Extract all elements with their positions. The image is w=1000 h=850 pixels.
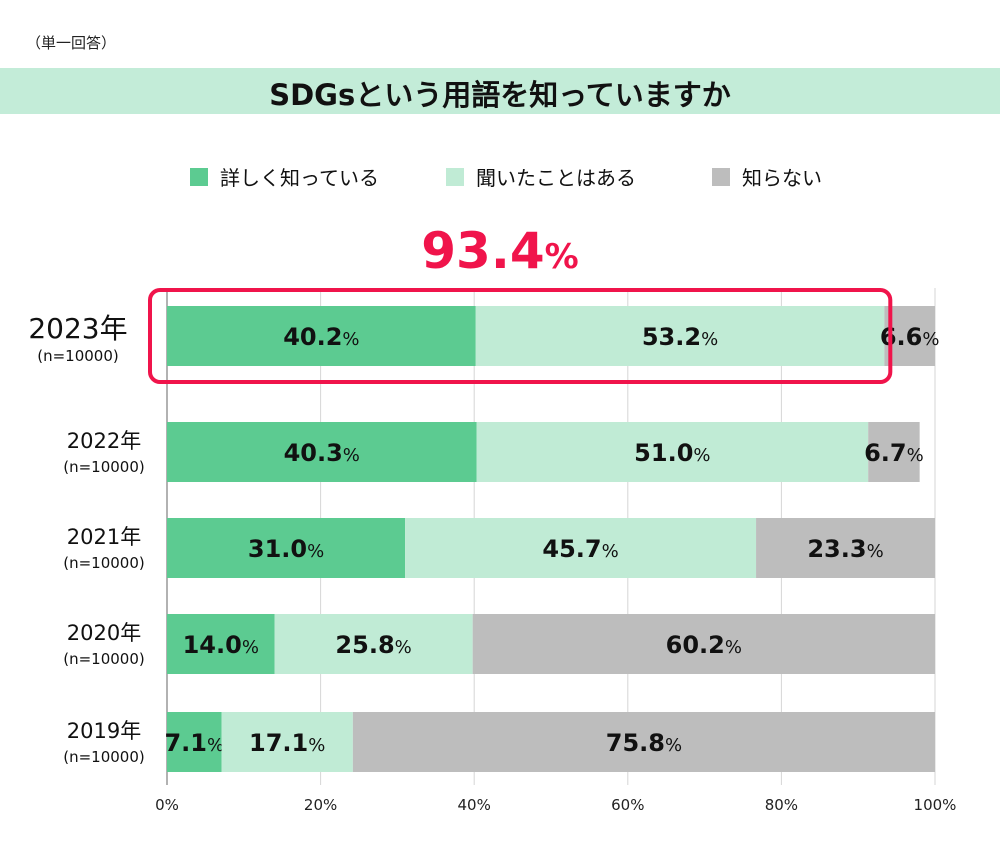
bar-segment [476,422,869,482]
data-label: 7.1% [164,729,224,757]
x-tick-label: 20% [304,796,337,814]
x-tick-label: 40% [458,796,491,814]
category-label: 2023年 [28,312,127,345]
bar-segment [405,518,757,578]
data-label: 6.6% [880,323,940,351]
bar-segment [167,518,406,578]
bar-segment [274,614,473,674]
legend-item-detailed: 詳しく知っている [190,162,379,191]
legend-label: 聞いたことはある [476,166,636,190]
x-tick-label: 100% [914,796,957,814]
legend-item-unknown: 知らない [712,162,822,191]
highlight-box [148,288,893,384]
legend-label: 詳しく知っている [220,166,379,190]
bar-segment [352,712,936,772]
data-label: 51.0% [634,439,710,467]
data-label: 6.7% [864,439,924,467]
category-sublabel: (n=10000) [37,347,119,365]
bar-segment [868,422,920,482]
bar-segment [167,614,275,674]
data-label: 45.7% [542,535,618,563]
x-tick-label: 0% [155,796,179,814]
legend-swatch [446,167,464,186]
bar-segment [472,614,935,674]
data-label: 17.1% [249,729,325,757]
legend-item-heard: 聞いたことはある [446,162,636,191]
x-tick-label: 60% [611,796,644,814]
chart-title: SDGsという用語を知っていますか [269,78,731,112]
highlight-total: 93.4% [0,222,1000,280]
x-tick-label: 80% [765,796,798,814]
data-label: 40.3% [284,439,360,467]
category-sublabel: (n=10000) [63,748,145,766]
data-label: 31.0% [248,535,324,563]
data-label: 53.2% [642,323,718,351]
legend: 詳しく知っている 聞いたことはある 知らない [0,162,1000,192]
data-label: 40.2% [283,323,359,351]
data-label: 60.2% [666,631,742,659]
bar-segment [475,306,885,366]
data-label: 75.8% [606,729,682,757]
legend-swatch [190,167,208,186]
data-label: 25.8% [335,631,411,659]
question-type-note: （単一回答） [26,34,117,52]
bar-segment [167,422,477,482]
title-band [0,68,1000,114]
highlight-value: 93.4 [421,222,545,280]
category-sublabel: (n=10000) [63,554,145,572]
category-label: 2020年 [67,621,141,645]
highlight-unit: % [544,237,579,277]
data-label: 14.0% [183,631,259,659]
category-sublabel: (n=10000) [63,458,145,476]
category-sublabel: (n=10000) [63,650,145,668]
data-label: 23.3% [807,535,883,563]
legend-label: 知らない [742,166,822,190]
category-label: 2019年 [67,719,141,743]
bar-segment [167,306,476,366]
bar-segment [756,518,935,578]
bar-segment [167,712,222,772]
category-label: 2021年 [67,525,141,549]
category-label: 2022年 [67,429,141,453]
bar-segment [221,712,353,772]
legend-swatch [712,167,730,186]
bar-segment [884,306,935,366]
